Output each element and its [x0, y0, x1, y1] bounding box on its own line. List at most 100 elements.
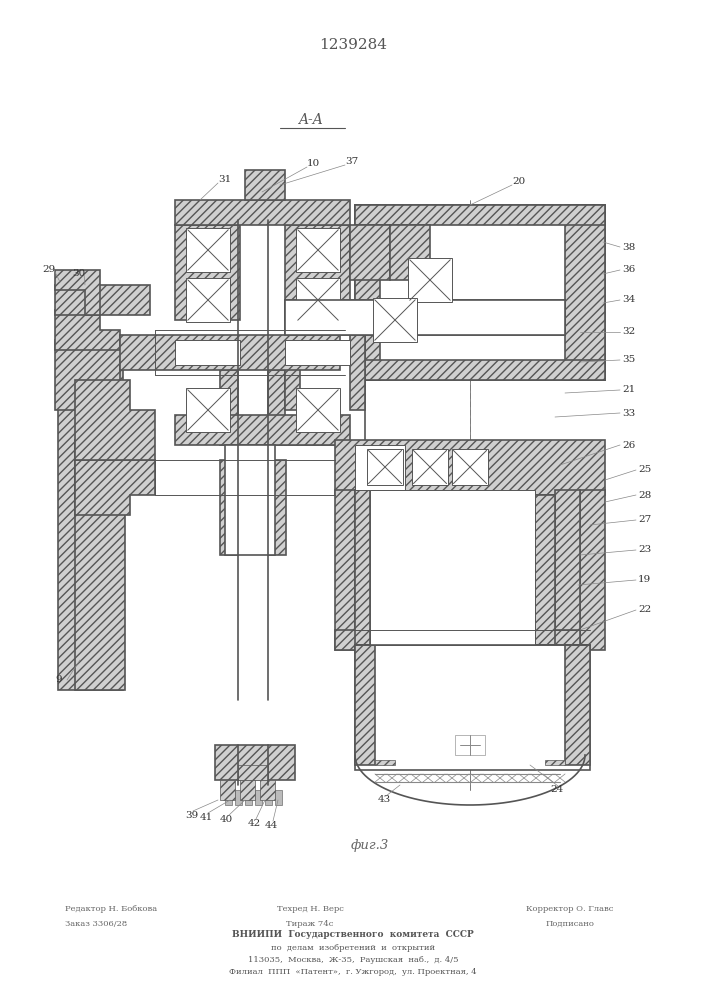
Bar — [225, 790, 232, 805]
Text: 21: 21 — [622, 385, 636, 394]
Text: 10: 10 — [307, 159, 320, 168]
Bar — [355, 490, 370, 645]
Bar — [175, 340, 240, 365]
Bar — [355, 360, 605, 380]
Bar — [186, 388, 230, 432]
Text: 25: 25 — [638, 466, 651, 475]
Text: 29: 29 — [42, 265, 55, 274]
Bar — [375, 760, 395, 765]
Text: 9: 9 — [55, 676, 62, 684]
Text: 42: 42 — [248, 818, 262, 828]
Bar — [408, 258, 452, 302]
Bar — [296, 278, 340, 322]
Bar — [238, 765, 268, 780]
Bar — [285, 225, 350, 320]
Bar — [296, 228, 340, 272]
Bar — [240, 780, 255, 800]
Text: Подписано: Подписано — [546, 920, 595, 928]
Bar — [58, 350, 123, 690]
Bar — [452, 449, 488, 485]
Text: 38: 38 — [622, 242, 636, 251]
Text: 31: 31 — [218, 176, 231, 184]
Bar — [285, 335, 365, 445]
Bar — [225, 445, 275, 555]
Bar — [220, 780, 235, 800]
Bar — [285, 335, 300, 410]
Bar — [285, 340, 350, 365]
Bar — [120, 335, 340, 370]
Bar — [355, 205, 605, 225]
Text: 36: 36 — [622, 265, 636, 274]
Text: 44: 44 — [265, 820, 279, 830]
Text: 40: 40 — [220, 816, 233, 824]
Bar — [255, 790, 262, 805]
Bar — [355, 445, 405, 490]
Text: 30: 30 — [72, 269, 86, 278]
Polygon shape — [75, 380, 155, 460]
Bar — [545, 760, 565, 765]
Bar — [220, 460, 238, 555]
Text: 39: 39 — [185, 810, 198, 820]
Text: Корректор О. Главс: Корректор О. Главс — [526, 905, 614, 913]
Bar — [235, 790, 242, 805]
Bar — [355, 645, 590, 770]
Bar — [175, 200, 350, 225]
Text: 34: 34 — [622, 296, 636, 304]
Bar — [350, 335, 365, 410]
Bar — [565, 205, 605, 380]
Text: 22: 22 — [638, 605, 651, 614]
Bar — [565, 645, 590, 765]
Text: 28: 28 — [638, 490, 651, 499]
Text: Техред Н. Верс: Техред Н. Верс — [276, 905, 344, 913]
Text: фиг.3: фиг.3 — [351, 838, 389, 852]
Bar — [390, 225, 430, 280]
Bar — [186, 228, 230, 272]
Bar — [412, 449, 448, 485]
Text: 19: 19 — [638, 576, 651, 584]
Bar — [370, 490, 535, 645]
Text: 35: 35 — [622, 356, 636, 364]
Bar — [75, 440, 125, 690]
Text: 20: 20 — [512, 178, 525, 186]
Text: ВНИИПИ  Государственного  комитета  СССР: ВНИИПИ Государственного комитета СССР — [232, 930, 474, 939]
Bar — [285, 300, 565, 335]
Bar — [367, 449, 403, 485]
Text: A-A: A-A — [298, 113, 322, 127]
Bar — [580, 490, 605, 650]
Bar — [373, 298, 417, 342]
Bar — [265, 790, 272, 805]
Bar — [335, 630, 580, 650]
Bar — [55, 285, 150, 315]
Bar — [220, 370, 238, 445]
Bar — [245, 170, 285, 200]
Bar — [296, 388, 340, 432]
Text: 24: 24 — [550, 786, 563, 794]
Bar — [260, 780, 275, 800]
Polygon shape — [370, 480, 400, 495]
Bar — [175, 225, 240, 320]
Text: 43: 43 — [378, 796, 391, 804]
Polygon shape — [75, 460, 155, 515]
Bar — [555, 490, 580, 650]
Text: Заказ 3306/28: Заказ 3306/28 — [65, 920, 127, 928]
Bar — [355, 205, 605, 380]
Polygon shape — [55, 270, 100, 315]
Text: Редактор Н. Бобкова: Редактор Н. Бобкова — [65, 905, 157, 913]
Bar — [355, 205, 380, 380]
Bar — [335, 440, 605, 495]
Bar — [350, 225, 390, 280]
Text: 32: 32 — [622, 328, 636, 336]
Text: 1239284: 1239284 — [319, 38, 387, 52]
Bar — [268, 460, 286, 555]
Text: 33: 33 — [622, 408, 636, 418]
Text: Тираж 74с: Тираж 74с — [286, 920, 334, 928]
Bar — [215, 745, 295, 780]
Polygon shape — [55, 310, 120, 350]
Text: 37: 37 — [345, 157, 358, 166]
Bar — [268, 370, 286, 445]
Bar — [275, 790, 282, 805]
Text: 23: 23 — [638, 546, 651, 554]
Text: 41: 41 — [200, 812, 214, 822]
Text: 113035,  Москва,  Ж-35,  Раушская  наб.,  д. 4/5: 113035, Москва, Ж-35, Раушская наб., д. … — [247, 956, 458, 964]
Bar — [285, 300, 565, 335]
